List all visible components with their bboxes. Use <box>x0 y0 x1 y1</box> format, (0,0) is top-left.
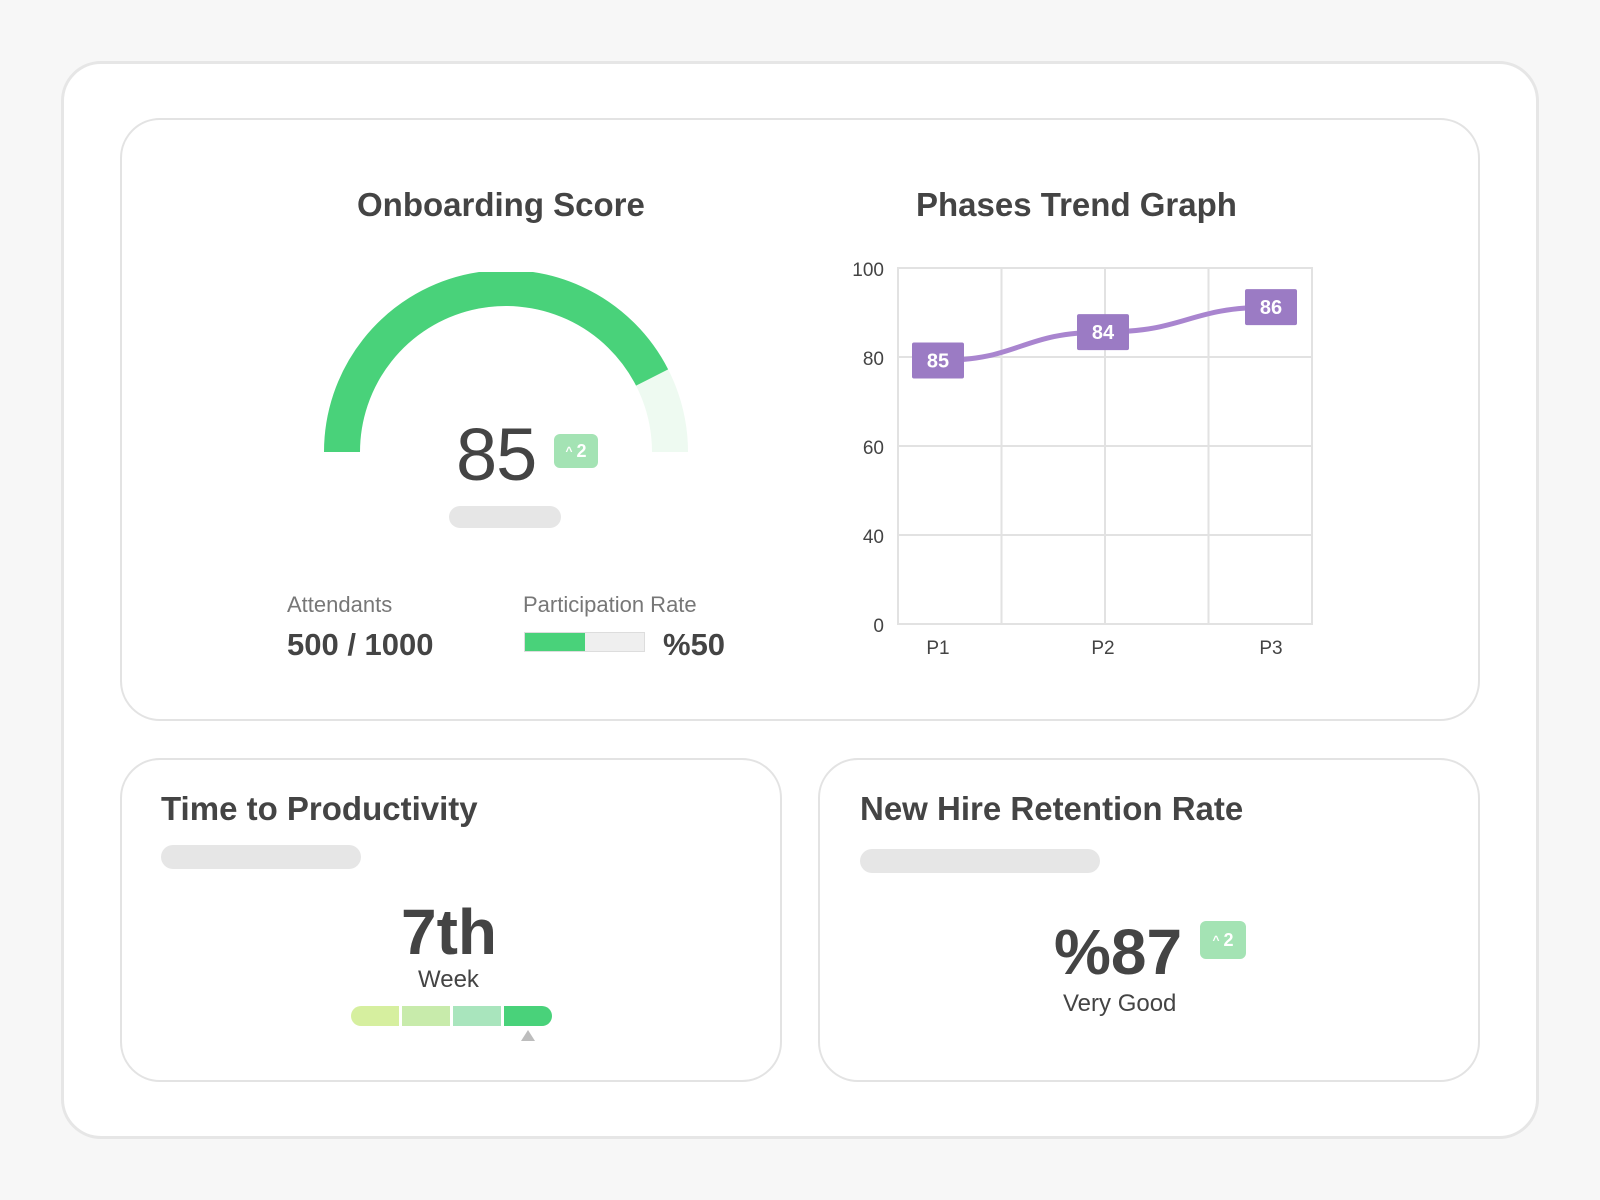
productivity-panel <box>120 758 782 1082</box>
retention-change-value: 2 <box>1223 929 1234 950</box>
onboarding-score-title: Onboarding Score <box>357 186 645 223</box>
productivity-value: 7th <box>401 896 497 968</box>
attendants-value: 500 / 1000 <box>287 627 434 662</box>
retention-title: New Hire Retention Rate <box>860 790 1244 827</box>
y-tick-label: 40 <box>863 527 884 548</box>
productivity-unit: Week <box>418 966 479 993</box>
productivity-title: Time to Productivity <box>161 790 478 827</box>
scale-segment <box>402 1006 450 1026</box>
y-tick-label: 0 <box>873 616 884 637</box>
phases-trend-chart: 100 80 60 40 0 85 84 86 P1 P2 P3 <box>830 252 1330 672</box>
onboarding-score-value: 85 <box>456 413 537 496</box>
data-label: 84 <box>1092 322 1115 344</box>
score-placeholder-bar <box>449 506 561 528</box>
x-tick-label: P3 <box>1259 638 1282 659</box>
score-change-value: 2 <box>576 440 587 461</box>
chevron-up-icon: ^ <box>565 444 573 458</box>
y-tick-label: 100 <box>852 260 884 281</box>
retention-rating: Very Good <box>1063 990 1177 1017</box>
participation-progress-fill <box>525 633 585 651</box>
score-change-badge: ^ 2 <box>554 434 598 468</box>
data-label: 86 <box>1260 297 1282 319</box>
x-tick-label: P1 <box>926 638 949 659</box>
retention-placeholder-bar <box>860 849 1100 873</box>
data-label-box <box>1245 289 1297 326</box>
scale-segment <box>504 1006 552 1026</box>
chevron-up-icon: ^ <box>1212 933 1220 947</box>
attendants-label: Attendants <box>287 592 393 617</box>
y-tick-label: 60 <box>863 438 884 459</box>
onboarding-gauge <box>316 270 696 472</box>
participation-value: %50 <box>663 627 726 662</box>
retention-value: %87 <box>1054 916 1183 988</box>
retention-panel <box>818 758 1480 1082</box>
participation-label: Participation Rate <box>523 592 697 617</box>
current-week-marker <box>521 1030 535 1041</box>
scale-segment <box>453 1006 501 1026</box>
x-tick-label: P2 <box>1091 638 1114 659</box>
retention-change-badge: ^ 2 <box>1200 921 1246 959</box>
trend-graph-title: Phases Trend Graph <box>916 186 1237 223</box>
data-label: 85 <box>927 351 949 373</box>
productivity-placeholder-bar <box>161 845 361 869</box>
scale-segment <box>351 1006 399 1026</box>
data-label-box <box>912 342 964 379</box>
data-label-box <box>1077 314 1129 351</box>
y-tick-label: 80 <box>863 349 884 370</box>
participation-progress-bar <box>524 632 645 652</box>
